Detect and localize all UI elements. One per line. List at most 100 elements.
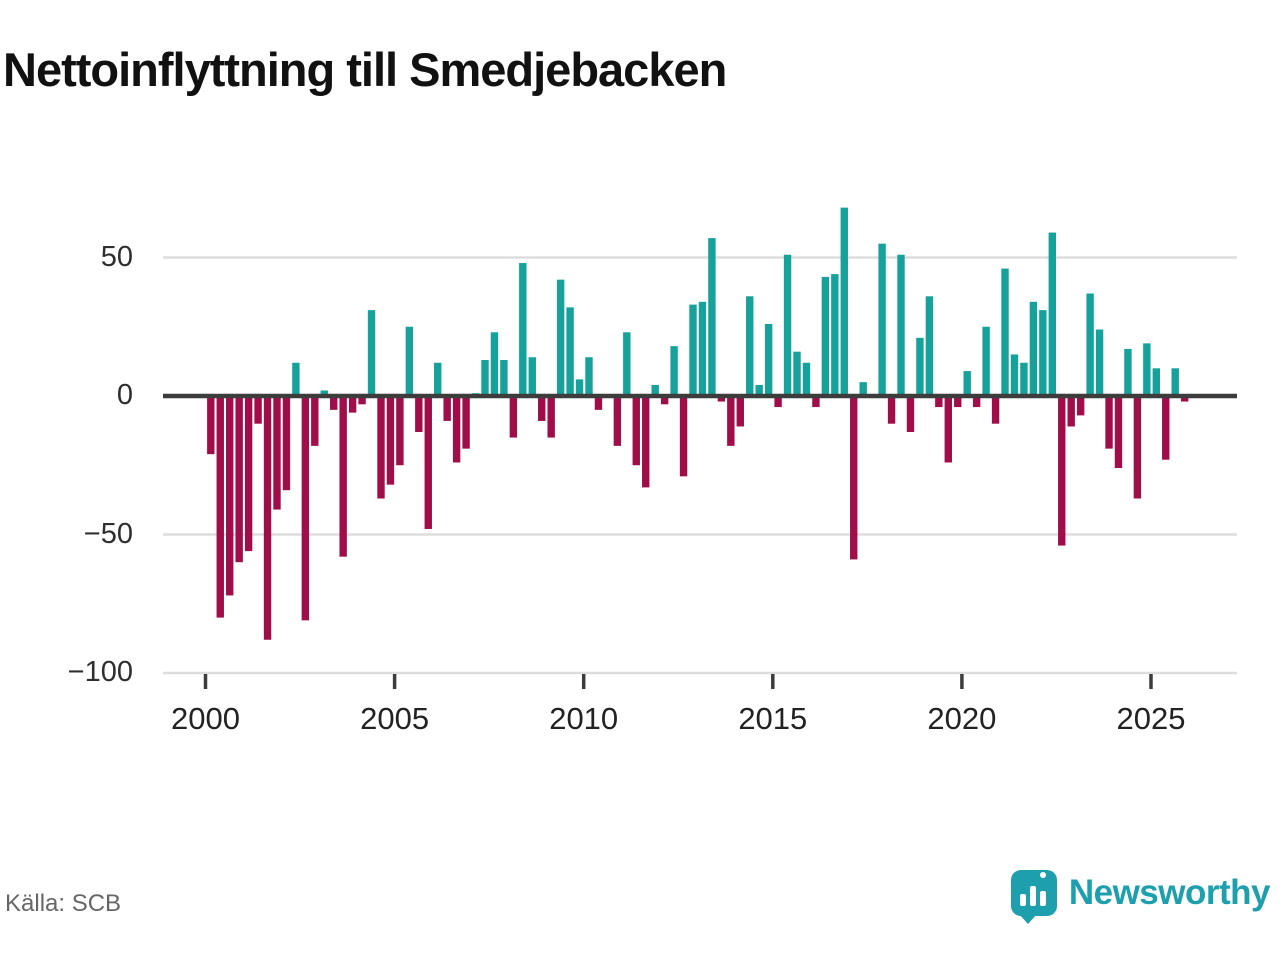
source-note: Källa: SCB — [5, 890, 122, 917]
bar — [679, 396, 688, 477]
y-tick-label: 0 — [116, 379, 133, 411]
bar — [1152, 368, 1160, 396]
newsworthy-logo: Newsworthy — [1010, 864, 1271, 924]
x-tick-label: 2005 — [360, 701, 430, 736]
bar — [528, 357, 536, 396]
bar — [1029, 301, 1038, 396]
bar — [727, 396, 735, 446]
bar — [850, 396, 858, 560]
bar — [500, 359, 508, 396]
bar — [944, 396, 952, 463]
bar — [1180, 396, 1189, 402]
bar — [594, 396, 603, 410]
bar — [386, 396, 395, 485]
bar — [982, 326, 990, 396]
bar — [519, 263, 527, 396]
y-tick-label: −50 — [83, 517, 133, 550]
bar — [623, 332, 631, 396]
bar — [897, 254, 905, 396]
bar — [859, 382, 867, 396]
bar — [556, 279, 565, 396]
bar — [509, 396, 518, 438]
bar — [963, 371, 971, 396]
bar — [972, 396, 981, 408]
x-tick-label: 2025 — [1116, 701, 1186, 736]
bar — [764, 323, 773, 396]
bar — [698, 301, 707, 396]
bar — [916, 337, 924, 396]
bar — [708, 238, 716, 396]
bar — [434, 362, 442, 396]
bar — [282, 396, 291, 491]
bar — [244, 396, 253, 552]
x-tick-label: 2010 — [549, 701, 619, 736]
bar — [906, 396, 915, 433]
bar — [613, 396, 622, 446]
bar — [925, 296, 934, 396]
bar — [878, 243, 886, 396]
bar — [935, 396, 943, 408]
bar — [443, 396, 451, 421]
bar — [1133, 396, 1142, 499]
bar — [330, 396, 338, 410]
bar — [717, 396, 726, 402]
bar — [254, 396, 262, 424]
bar — [377, 396, 385, 499]
bar — [320, 390, 328, 396]
bar — [746, 296, 754, 396]
bar — [216, 396, 224, 618]
bar — [415, 396, 423, 433]
bar — [1124, 348, 1132, 396]
bar — [226, 396, 234, 596]
x-tick-label: 2000 — [171, 701, 240, 736]
page-title: Nettoinflyttning till Smedjebacken — [3, 43, 727, 96]
bar — [1039, 310, 1047, 396]
bar — [1143, 343, 1151, 396]
bar — [1171, 368, 1179, 396]
bar — [1105, 396, 1113, 449]
bar — [367, 310, 376, 396]
bar — [1067, 396, 1075, 427]
bar — [774, 396, 782, 408]
bar — [462, 396, 470, 449]
bar — [339, 396, 347, 557]
bar — [736, 396, 744, 427]
bar — [821, 276, 830, 396]
bar — [991, 396, 1000, 424]
bar — [1076, 396, 1085, 416]
bar — [481, 359, 489, 396]
bar — [689, 304, 697, 396]
x-tick-label: 2020 — [927, 701, 997, 736]
bar — [670, 346, 678, 396]
bar — [292, 362, 300, 396]
bar — [575, 379, 584, 396]
bar — [273, 396, 281, 510]
bar — [396, 396, 404, 466]
bar — [802, 362, 811, 396]
bar — [424, 396, 432, 529]
bar — [348, 396, 357, 413]
bar — [887, 396, 896, 424]
bar-chart-pin-icon — [1010, 870, 1057, 924]
y-tick-label: 50 — [100, 240, 133, 273]
bar — [783, 254, 792, 396]
bar — [566, 307, 574, 396]
bar — [301, 396, 310, 621]
bar — [831, 274, 839, 396]
bar — [1001, 268, 1009, 396]
bar — [358, 396, 366, 405]
bar — [585, 357, 593, 396]
bar — [263, 396, 272, 640]
brand-name: Newsworthy — [1068, 873, 1271, 912]
bar — [538, 396, 546, 421]
bar — [660, 396, 669, 405]
bar — [207, 396, 215, 455]
bar — [755, 384, 763, 396]
bar — [651, 384, 659, 396]
bar — [311, 396, 319, 446]
bar — [1010, 354, 1019, 396]
bar — [452, 396, 461, 463]
bar — [1114, 396, 1123, 469]
x-tick-label: 2015 — [738, 701, 808, 736]
